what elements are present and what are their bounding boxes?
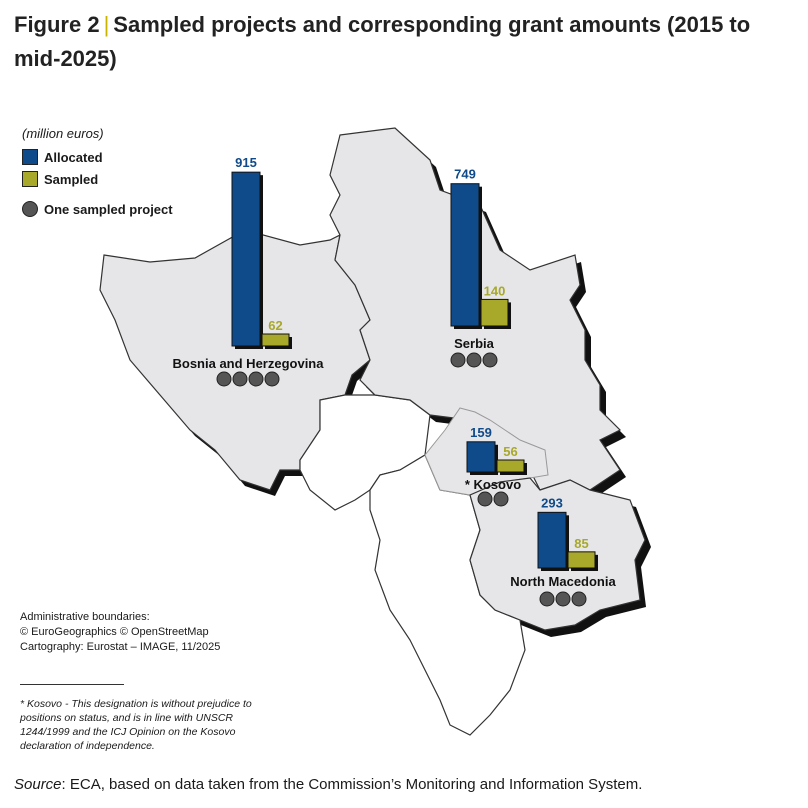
project-dot (493, 491, 509, 507)
legend-label-project: One sampled project (44, 201, 173, 217)
attribution-line-2: © EuroGeographics © OpenStreetMap (20, 626, 209, 638)
bar-allocated (450, 183, 480, 327)
attribution-line-1: Administrative boundaries: (20, 611, 150, 623)
legend-unit: (million euros) (22, 126, 104, 141)
legend-label-sampled: Sampled (44, 171, 99, 187)
data-label-allocated: 915 (235, 155, 257, 170)
project-dot (248, 371, 264, 387)
source-text: : ECA, based on data taken from the Comm… (61, 776, 643, 793)
project-dot (232, 371, 248, 387)
project-dot (555, 591, 571, 607)
legend: (million euros) Allocated Sampled One sa… (22, 126, 173, 220)
bar-allocated (231, 171, 261, 347)
data-label-allocated: 749 (454, 167, 476, 182)
data-label-sampled: 56 (503, 444, 517, 459)
source-label: Source (14, 776, 62, 793)
title-separator: | (103, 12, 110, 37)
category-label: Serbia (454, 336, 495, 351)
project-dot (216, 371, 232, 387)
project-dot (482, 352, 498, 368)
figure-label: Figure 2 (14, 12, 100, 37)
data-label-sampled: 140 (484, 283, 506, 298)
project-dot (466, 352, 482, 368)
project-dot (571, 591, 587, 607)
bar-sampled (480, 298, 509, 327)
category-label: North Macedonia (510, 574, 616, 589)
figure-title: Figure 2 | Sampled projects and correspond… (14, 8, 794, 76)
footnote: * Kosovo - This designation is without p… (20, 698, 252, 752)
bar-allocated (537, 511, 567, 569)
project-dot-icon (22, 201, 38, 217)
project-dot (264, 371, 280, 387)
project-dot (450, 352, 466, 368)
legend-item-sampled: Sampled (22, 168, 173, 190)
data-label-sampled: 62 (268, 318, 282, 333)
project-dot (477, 491, 493, 507)
category-label: Bosnia and Herzegovina (173, 356, 325, 371)
data-label-allocated: 293 (541, 495, 563, 510)
bar-sampled (567, 551, 596, 569)
source-line: Source: ECA, based on data taken from th… (14, 776, 642, 793)
allocated-swatch (22, 149, 38, 165)
footnote-divider (20, 684, 124, 685)
legend-item-allocated: Allocated (22, 146, 173, 168)
figure-title-text: Sampled projects and corresponding grant… (14, 12, 751, 71)
bar-sampled (496, 459, 525, 473)
data-label-allocated: 159 (470, 425, 492, 440)
attribution-line-3: Cartography: Eurostat – IMAGE, 11/2025 (20, 641, 221, 653)
project-dot (539, 591, 555, 607)
attribution: Administrative boundaries: © EuroGeograp… (20, 610, 220, 655)
legend-item-project: One sampled project (22, 198, 173, 220)
bar-sampled (261, 333, 290, 347)
category-label: * Kosovo (465, 477, 521, 492)
chart-bars: 915 62 Bosnia and Herzegovina 749 140 Serbia 1… (173, 155, 616, 607)
bar-allocated (466, 441, 496, 473)
data-label-sampled: 85 (574, 536, 588, 551)
sampled-swatch (22, 171, 38, 187)
legend-label-allocated: Allocated (44, 149, 103, 165)
